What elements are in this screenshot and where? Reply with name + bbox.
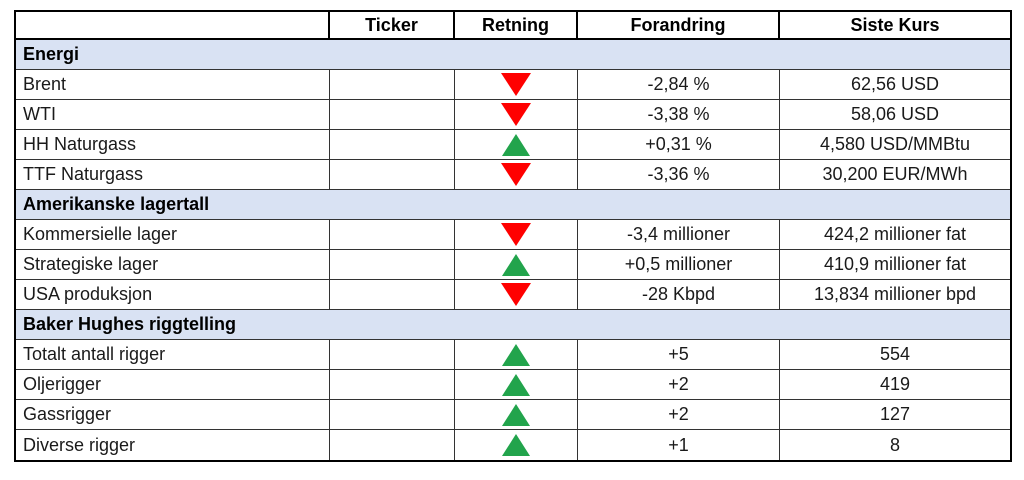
table-row-strategiske-lager: Strategiske lager +0,5 millioner 410,9 m… (16, 250, 1010, 280)
last-price-cell: 8 (889, 434, 900, 455)
ticker-cell (330, 220, 455, 249)
direction-cell (455, 280, 578, 309)
direction-cell (455, 160, 578, 189)
table-row-kommersielle-lager: Kommersielle lager -3,4 millioner 424,2 … (16, 220, 1010, 250)
direction-arrow-icon (502, 343, 530, 366)
section-row-baker-hughes-riggtelling: Baker Hughes riggtelling (16, 310, 1010, 340)
section-title: Amerikanske lagertall (23, 194, 210, 214)
ticker-cell (330, 130, 455, 159)
change-cell: +2 (578, 400, 780, 429)
direction-cell (455, 250, 578, 279)
change-cell: -2,84 % (578, 70, 780, 99)
ticker-cell (330, 70, 455, 99)
table-header-row: Ticker Retning Forandring Siste Kurs (16, 12, 1010, 40)
header-cell-retning: Retning (455, 12, 578, 38)
last-price-cell: 410,9 millioner fat (823, 254, 967, 274)
ticker-cell (330, 400, 455, 429)
last-price-cell: 4,580 USD/MMBtu (819, 134, 971, 154)
table-row-hh-naturgass: HH Naturgass +0,31 % 4,580 USD/MMBtu (16, 130, 1010, 160)
name-cell: USA produksjon (16, 280, 330, 309)
last-price-cell: 424,2 millioner fat (823, 224, 967, 244)
direction-cell (455, 370, 578, 399)
direction-cell (455, 100, 578, 129)
change-cell: +0,5 millioner (578, 250, 780, 279)
ticker-cell (330, 160, 455, 189)
change-cell: -28 Kbpd (578, 280, 780, 309)
name-cell: WTI (16, 100, 330, 129)
header-cell-name (16, 12, 330, 38)
change-cell: +2 (578, 370, 780, 399)
header-cell-ticker: Ticker (330, 12, 455, 38)
direction-arrow-icon (501, 283, 531, 306)
ticker-cell (330, 100, 455, 129)
change-cell: -3,38 % (578, 100, 780, 129)
table-row-brent: Brent -2,84 % 62,56 USD (16, 70, 1010, 100)
header-cell-forandring: Forandring (578, 12, 780, 38)
ticker-cell (330, 280, 455, 309)
market-data-table: Ticker Retning Forandring Siste Kurs Ene… (14, 10, 1012, 462)
last-price-cell: 419 (879, 374, 911, 394)
change-cell: +0,31 % (578, 130, 780, 159)
header-cell-siste-kurs: Siste Kurs (850, 14, 940, 35)
direction-arrow-icon (502, 133, 530, 156)
table-row-wti: WTI -3,38 % 58,06 USD (16, 100, 1010, 130)
direction-arrow-icon (501, 223, 531, 246)
name-cell: Gassrigger (16, 400, 330, 429)
direction-cell (455, 430, 578, 460)
table-row-diverse-rigger: Diverse rigger +1 8 (16, 430, 1010, 460)
direction-arrow-icon (502, 434, 530, 456)
name-cell: HH Naturgass (16, 130, 330, 159)
section-row-energi: Energi (16, 40, 1010, 70)
direction-arrow-icon (502, 403, 530, 426)
name-cell: Brent (16, 70, 330, 99)
section-title: Energi (23, 44, 80, 64)
section-title: Baker Hughes riggtelling (23, 314, 237, 334)
name-cell: Oljerigger (16, 370, 330, 399)
table-row-gassrigger: Gassrigger +2 127 (16, 400, 1010, 430)
change-cell: -3,36 % (578, 160, 780, 189)
table-row-totalt-antall-rigger: Totalt antall rigger +5 554 (16, 340, 1010, 370)
name-cell: Strategiske lager (16, 250, 330, 279)
table-row-usa-produksjon: USA produksjon -28 Kbpd 13,834 millioner… (16, 280, 1010, 310)
change-cell: +1 (578, 430, 780, 460)
name-cell: Kommersielle lager (16, 220, 330, 249)
table-row-oljerigger: Oljerigger +2 419 (16, 370, 1010, 400)
section-row-amerikanske-lagertall: Amerikanske lagertall (16, 190, 1010, 220)
last-price-cell: 127 (879, 404, 911, 424)
direction-cell (455, 340, 578, 369)
last-price-cell: 13,834 millioner bpd (813, 284, 977, 304)
last-price-cell: 30,200 EUR/MWh (822, 164, 968, 184)
direction-cell (455, 400, 578, 429)
last-price-cell: 58,06 USD (850, 104, 940, 124)
name-cell: TTF Naturgass (16, 160, 330, 189)
ticker-cell (330, 250, 455, 279)
direction-arrow-icon (502, 253, 530, 276)
name-cell: Totalt antall rigger (16, 340, 330, 369)
last-price-cell: 62,56 USD (850, 74, 940, 94)
direction-cell (455, 70, 578, 99)
change-cell: +5 (578, 340, 780, 369)
direction-arrow-icon (501, 73, 531, 96)
table-row-ttf-naturgass: TTF Naturgass -3,36 % 30,200 EUR/MWh (16, 160, 1010, 190)
direction-cell (455, 220, 578, 249)
direction-arrow-icon (501, 103, 531, 126)
change-cell: -3,4 millioner (578, 220, 780, 249)
direction-cell (455, 130, 578, 159)
name-cell: Diverse rigger (16, 430, 330, 460)
ticker-cell (330, 340, 455, 369)
direction-arrow-icon (501, 163, 531, 186)
ticker-cell (330, 430, 455, 460)
direction-arrow-icon (502, 373, 530, 396)
last-price-cell: 554 (879, 344, 911, 364)
ticker-cell (330, 370, 455, 399)
